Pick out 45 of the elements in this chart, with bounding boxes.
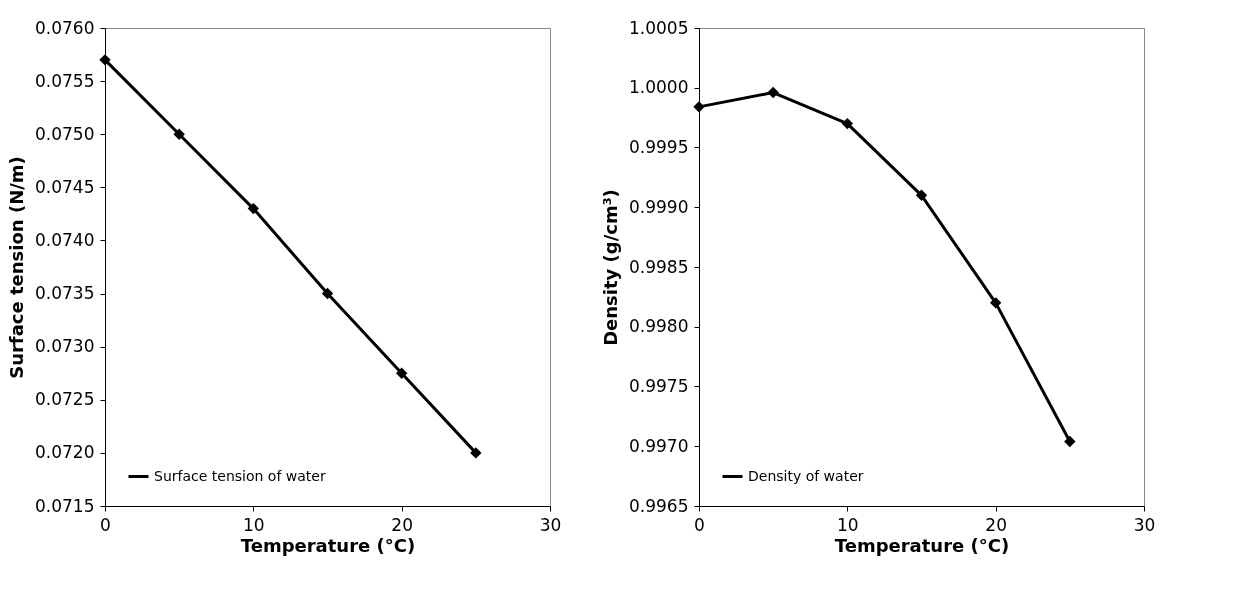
x-tick-label: 0 — [694, 514, 705, 535]
point — [841, 117, 854, 130]
point — [989, 297, 1002, 309]
y-tick-label: 0.0745 — [35, 176, 95, 197]
y-tick-label: 0.9970 — [629, 435, 689, 456]
y-tick-label: 0.0715 — [35, 495, 95, 516]
x-tick-label: 20 — [391, 514, 413, 535]
legend-label: Surface tension of water — [154, 467, 326, 484]
y-axis-title: Surface tension (N/m) — [6, 156, 28, 379]
x-tick-label: 20 — [985, 514, 1007, 535]
point — [470, 447, 482, 459]
legend-label: Density of water — [748, 467, 864, 484]
point — [395, 367, 408, 379]
x-tick-label: 10 — [837, 514, 859, 535]
x-tick-label: 10 — [243, 514, 265, 535]
point — [247, 202, 260, 215]
y-tick-label: 0.0735 — [35, 283, 95, 304]
point — [915, 189, 928, 201]
point — [1064, 435, 1076, 448]
y-axis-title: Density (g/cm³) — [600, 189, 622, 346]
point — [173, 128, 185, 140]
y-tick-label: 0.9975 — [629, 376, 689, 396]
y-tick-label: 0.0760 — [35, 17, 95, 38]
y-tick-label: 0.9985 — [629, 256, 689, 277]
point — [99, 54, 111, 66]
y-tick-label: 0.0720 — [35, 442, 95, 463]
x-axis-title: Temperature (°C) — [240, 534, 416, 556]
y-tick-label: 1.0000 — [629, 77, 689, 98]
point — [321, 287, 334, 300]
y-tick-label: 0.0740 — [35, 229, 95, 250]
y-tick-label: 0.9990 — [629, 196, 689, 217]
x-tick-label: 0 — [100, 514, 111, 535]
y-tick-label: 1.0005 — [629, 17, 689, 38]
y-tick-label: 0.0730 — [35, 336, 95, 357]
y-tick-label: 0.0725 — [35, 389, 95, 410]
y-tick-label: 0.9995 — [629, 137, 689, 157]
y-tick-label: 0.0755 — [35, 70, 95, 91]
point — [767, 86, 779, 99]
point — [693, 101, 705, 113]
y-tick-label: 0.9980 — [629, 316, 689, 337]
x-axis-title: Temperature (°C) — [834, 534, 1010, 556]
x-tick-label: 30 — [539, 514, 562, 535]
x-tick-label: 30 — [1133, 514, 1156, 535]
y-tick-label: 0.0750 — [35, 123, 95, 144]
y-tick-label: 0.9965 — [629, 495, 689, 516]
